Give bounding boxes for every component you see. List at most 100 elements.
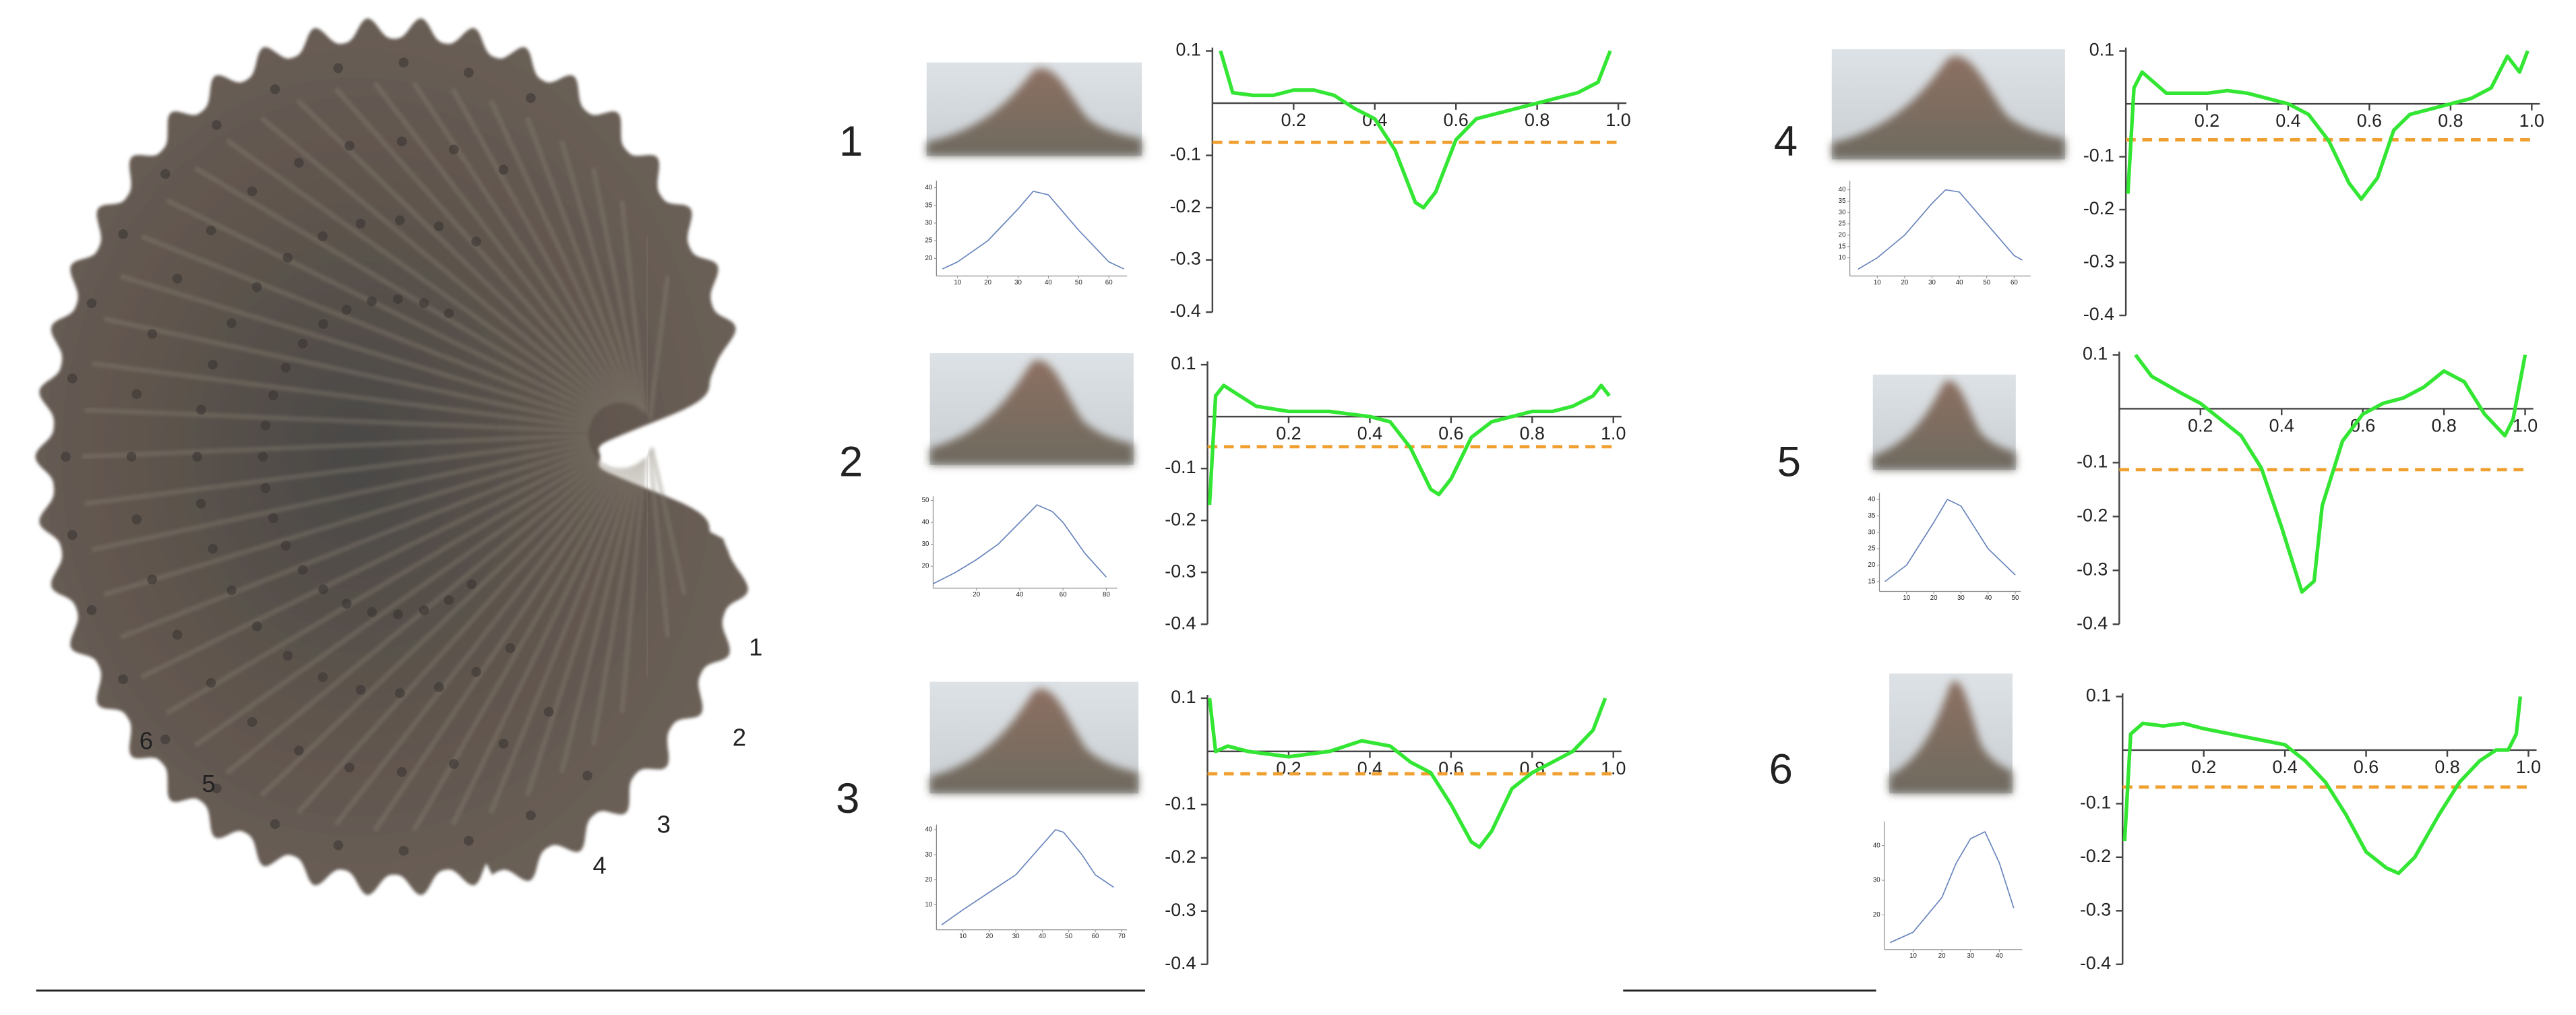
x-tick-label: 50 xyxy=(1983,279,1990,286)
x-tick-label: 30 xyxy=(1957,594,1965,602)
specimen-photo xyxy=(35,18,749,895)
y-tick-label: 50 xyxy=(922,497,929,504)
specimen-pore xyxy=(294,158,304,168)
y-tick-label: -0.3 xyxy=(1165,561,1196,581)
x-tick-label: 10 xyxy=(959,933,967,940)
specimen-pore xyxy=(449,759,459,769)
x-tick-label: 1.0 xyxy=(2519,111,2544,131)
specimen-pore xyxy=(317,231,328,241)
specimen-rib xyxy=(119,449,594,640)
specimen-pore xyxy=(196,499,206,509)
specimen-pore xyxy=(419,605,429,615)
data-line xyxy=(2134,353,2527,594)
data-line xyxy=(1884,499,2016,582)
y-tick-label: 40 xyxy=(925,184,932,191)
panel-label: 5 xyxy=(1777,439,1801,486)
x-tick-label: 10 xyxy=(1874,279,1881,286)
specimen-pore xyxy=(393,294,403,305)
specimen-pore xyxy=(226,585,237,596)
specimen-rib xyxy=(644,454,650,677)
specimen-label: 3 xyxy=(657,811,671,838)
x-tick-label: 0.6 xyxy=(2354,757,2379,777)
specimen-pore xyxy=(251,621,262,632)
specimen-pore xyxy=(118,674,128,685)
specimen-pore xyxy=(526,93,536,103)
x-tick-label: 1.0 xyxy=(2516,757,2541,777)
x-tick-label: 40 xyxy=(1045,279,1052,286)
sample-crop xyxy=(1889,673,2013,794)
specimen-pore xyxy=(131,389,142,399)
y-tick-label: 20 xyxy=(1839,231,1846,239)
specimen-pore xyxy=(172,629,183,640)
y-tick-label: -0.3 xyxy=(2077,559,2108,579)
x-tick-label: 30 xyxy=(1967,952,1974,960)
specimen-pore xyxy=(268,390,278,400)
specimen-pore xyxy=(393,609,403,619)
specimen-label: 4 xyxy=(593,852,607,880)
specimen-pore xyxy=(396,136,407,147)
specimen-rib xyxy=(590,460,645,746)
y-tick-label: 35 xyxy=(1839,197,1846,205)
specimen-pore xyxy=(396,767,407,777)
y-tick-label: 25 xyxy=(925,237,932,245)
data-line xyxy=(2126,50,2529,202)
sample-crop xyxy=(1872,374,2016,470)
x-tick-label: 20 xyxy=(986,933,993,940)
y-tick-label: 40 xyxy=(1839,186,1846,193)
data-line xyxy=(1207,697,1607,849)
y-tick-label: -0.4 xyxy=(2083,304,2114,324)
specimen-pore xyxy=(498,164,509,175)
specimen-rib xyxy=(649,447,687,596)
specimen-pore xyxy=(341,305,352,315)
y-tick-label: -0.4 xyxy=(1170,301,1201,321)
x-tick-label: 0.2 xyxy=(2188,415,2213,435)
specimen-pore xyxy=(196,404,206,415)
specimen-rib xyxy=(524,117,638,407)
specimen-pore xyxy=(505,643,516,653)
y-tick-label: 0.1 xyxy=(2086,685,2111,706)
y-tick-label: 20 xyxy=(1868,561,1876,569)
x-tick-label: 0.2 xyxy=(2191,757,2216,777)
specimen-rib xyxy=(82,433,588,460)
specimen-rib xyxy=(334,466,617,826)
y-tick-label: 35 xyxy=(925,202,932,209)
specimen-pore xyxy=(297,338,308,349)
x-tick-label: 10 xyxy=(1909,952,1917,960)
y-tick-label: -0.1 xyxy=(1165,457,1196,477)
specimen-rib xyxy=(619,199,648,413)
specimen-rib xyxy=(450,466,630,826)
specimen-rib xyxy=(296,464,613,815)
x-tick-label: 0.4 xyxy=(1357,423,1382,443)
specimen-rib xyxy=(647,451,671,638)
x-tick-label: 0.8 xyxy=(2434,757,2459,777)
specimen-label: 1 xyxy=(749,633,762,660)
specimen-pore xyxy=(282,650,293,661)
data-line xyxy=(1219,50,1612,210)
specimen-pore xyxy=(212,120,222,130)
specimen-pore xyxy=(355,685,366,695)
x-tick-label: 0.2 xyxy=(1281,110,1306,130)
data-line xyxy=(1207,383,1611,505)
x-tick-label: 10 xyxy=(954,279,961,286)
crop-bump xyxy=(1889,681,2013,794)
specimen-rib xyxy=(165,197,599,415)
specimen-pore xyxy=(318,319,328,330)
data-line xyxy=(942,190,1125,270)
specimen-pore xyxy=(433,682,444,692)
y-tick-label: -0.3 xyxy=(2080,899,2111,919)
specimen-rib xyxy=(120,274,593,422)
specimen-pore xyxy=(498,739,509,749)
specimen-pore xyxy=(367,296,377,307)
x-tick-label: 70 xyxy=(1118,933,1126,940)
specimen-pore xyxy=(464,67,474,78)
y-tick-label: 0.1 xyxy=(1171,353,1196,373)
sample-crop xyxy=(926,62,1142,156)
x-tick-label: 40 xyxy=(1039,933,1046,940)
y-tick-label: 20 xyxy=(922,563,929,570)
specimen-pore xyxy=(86,605,97,615)
x-tick-label: 30 xyxy=(1014,279,1022,286)
specimen-pore xyxy=(131,514,142,524)
y-tick-label: -0.1 xyxy=(2083,146,2114,166)
y-tick-label: -0.1 xyxy=(1170,144,1201,164)
